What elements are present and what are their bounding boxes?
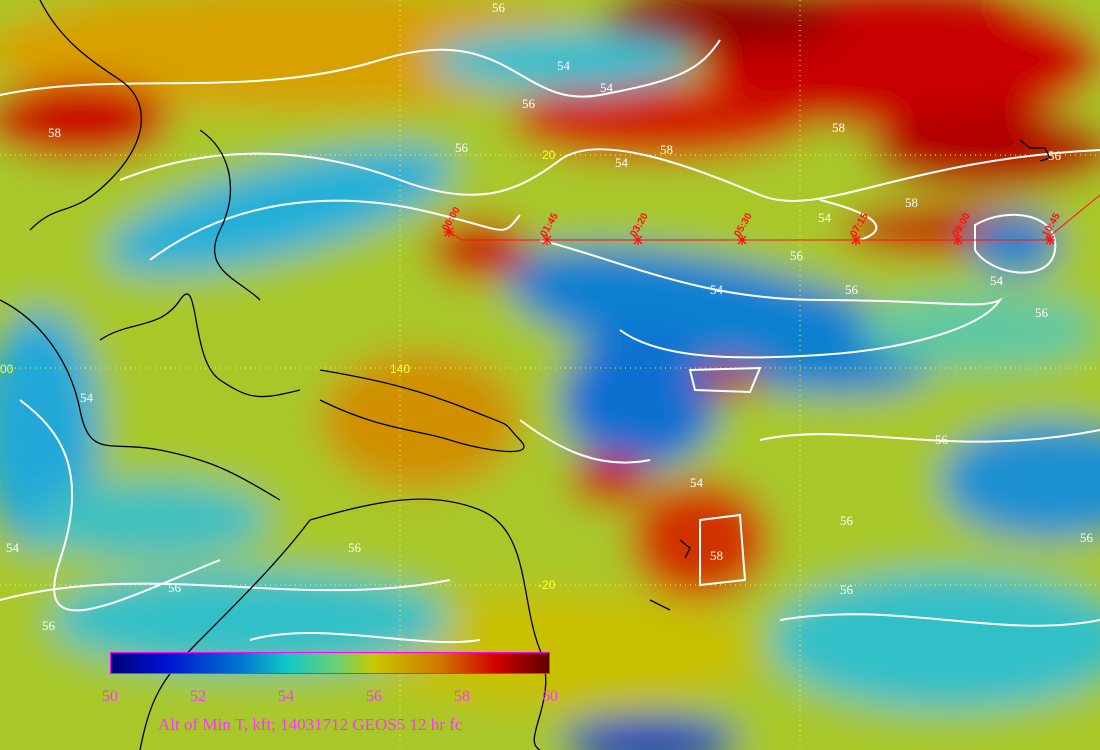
colorbar-tick: 52 (190, 688, 206, 705)
contour-label: 56 (845, 282, 858, 297)
contour-label: 54 (990, 273, 1003, 288)
grid-label-lat: -20 (538, 578, 556, 592)
coastlines (0, 0, 1051, 750)
contour-label: 56 (1080, 530, 1093, 545)
waypoint-marker (633, 235, 643, 245)
colorbar-tick: 60 (542, 688, 558, 705)
colorbar-tick: 58 (454, 688, 470, 705)
waypoint-marker (953, 235, 963, 245)
contour-label: 56 (840, 513, 853, 528)
contour-label: 54 (710, 282, 723, 297)
colorbar-tick: 50 (102, 688, 118, 705)
contour-label: 56 (348, 540, 361, 555)
contour-label: 58 (48, 125, 61, 140)
grid-label-lon: 140 (390, 362, 411, 376)
contour-label: 56 (492, 0, 505, 15)
contour-label: 54 (557, 58, 570, 73)
contour-label: 56 (840, 582, 853, 597)
contour-label: 54 (615, 155, 628, 170)
waypoint-marker (542, 235, 552, 245)
contour-label: 56 (455, 140, 468, 155)
waypoint-marker (851, 235, 861, 245)
colorbar-tick: 54 (278, 688, 294, 705)
waypoint-marker (737, 235, 747, 245)
waypoint-marker (1045, 235, 1055, 245)
contour-label: 56 (1048, 148, 1061, 163)
contours (0, 39, 1100, 644)
contour-label: 54 (80, 390, 93, 405)
colorbar (110, 652, 550, 674)
contour-label: 56 (522, 96, 535, 111)
contour-label: 54 (6, 540, 19, 555)
contour-label: 56 (168, 580, 181, 595)
contour-label: 54 (818, 210, 831, 225)
contour-label: 54 (690, 475, 703, 490)
grid-label-lat: 00 (0, 362, 14, 376)
contour-label: 56 (42, 618, 55, 633)
contour-label: 58 (905, 195, 918, 210)
contour-label: 58 (832, 120, 845, 135)
colorbar-tick: 56 (366, 688, 382, 705)
map-title: Alt of Min T, kft; 14031712 GEOS5 12 hr … (158, 715, 463, 734)
waypoint-marker (444, 227, 454, 237)
contour-label: 54 (600, 80, 613, 95)
contour-label: 58 (710, 548, 723, 563)
grid-label-lat: 20 (542, 148, 556, 162)
contour-label: 56 (790, 248, 803, 263)
contour-label: 58 (660, 142, 673, 157)
contour-label: 56 (935, 432, 948, 447)
contour-label: 56 (1035, 305, 1048, 320)
